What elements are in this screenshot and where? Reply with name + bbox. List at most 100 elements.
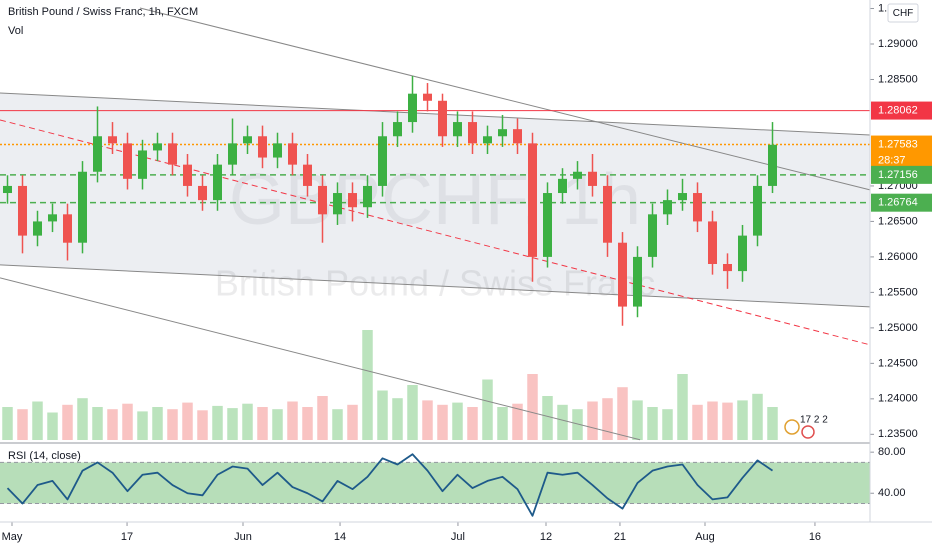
volume-bar	[2, 407, 13, 440]
volume-bar	[107, 409, 118, 440]
volume-label: Vol	[8, 25, 23, 37]
candle-body	[273, 143, 282, 158]
trendline	[0, 264, 871, 308]
volume-bar	[182, 402, 193, 440]
badge-icon	[784, 419, 800, 435]
candle-body	[213, 164, 222, 201]
price-level-label: 1.27583	[878, 138, 918, 150]
candle-body	[63, 214, 72, 243]
volume-bar	[557, 404, 568, 440]
candle-body	[603, 185, 612, 243]
volume-bar	[242, 403, 253, 440]
y-tick-label: 1.28500	[878, 73, 918, 85]
volume-bar	[362, 330, 373, 440]
y-tick-label: 1.26000	[878, 251, 918, 263]
y-tick-label: 40.00	[878, 487, 906, 499]
x-tick-label: Aug	[695, 531, 715, 543]
volume-bar	[422, 400, 433, 440]
volume-bar	[632, 400, 643, 440]
candle-body	[348, 193, 357, 208]
trendline	[0, 92, 871, 136]
volume-bar	[617, 387, 628, 440]
trendline	[139, 7, 871, 191]
volume-bar	[392, 398, 403, 440]
candle-body	[183, 164, 192, 186]
volume-bar	[17, 409, 28, 440]
price-level-label: 1.26764	[878, 197, 918, 209]
candle-body	[93, 136, 102, 172]
volume-bar	[122, 403, 133, 440]
volume-bar	[197, 410, 208, 440]
candle-body	[108, 136, 117, 144]
currency[interactable]: CHF	[893, 8, 914, 19]
volume-bar	[572, 409, 583, 440]
candle-body	[153, 143, 162, 151]
rsi-band	[0, 462, 870, 504]
x-tick-label: 17	[121, 531, 133, 543]
candle-body	[393, 122, 402, 137]
candle-body	[48, 214, 57, 222]
rsi-title: RSI (14, close)	[8, 450, 81, 462]
candle-body	[618, 242, 627, 307]
volume-bar	[62, 404, 73, 440]
rsi-line	[6, 453, 774, 517]
x-tick-label: 21	[614, 531, 626, 543]
candle-body	[438, 100, 447, 137]
countdown: 28:37	[878, 154, 906, 166]
candle-body	[648, 214, 657, 257]
candle-body	[288, 143, 297, 165]
volume-bar	[707, 401, 718, 440]
volume-bar	[152, 407, 163, 440]
currency-box[interactable]	[887, 3, 919, 23]
candle-body	[543, 193, 552, 257]
candle-body	[513, 129, 522, 144]
volume-bar	[32, 401, 43, 440]
volume-bar	[332, 409, 343, 440]
volume-bar	[647, 407, 658, 440]
candle-body	[468, 122, 477, 144]
price-level-box	[871, 135, 932, 170]
price-level-box	[871, 165, 932, 184]
x-tick-label: Jun	[234, 531, 252, 543]
price-level-box	[871, 193, 932, 212]
candle-body	[33, 221, 42, 236]
candle-body	[708, 221, 717, 264]
x-tick-label: 16	[809, 531, 821, 543]
volume-bar	[497, 407, 508, 440]
candle-body	[498, 129, 507, 137]
y-tick-label: 1.25500	[878, 286, 918, 298]
chart-title: British Pound / Swiss Franc, 1h, FXCM	[8, 6, 198, 18]
volume-bar	[167, 409, 178, 440]
candle-body	[633, 256, 642, 307]
volume-bar	[92, 407, 103, 440]
volume-bar	[512, 403, 523, 440]
candle-body	[528, 143, 537, 257]
candle-body	[753, 185, 762, 236]
x-tick-label: May	[2, 531, 23, 543]
candle-body	[318, 185, 327, 215]
y-tick-label: 80.00	[878, 446, 906, 458]
volume-bar	[602, 398, 613, 440]
candle-body	[423, 93, 432, 101]
volume-bar	[587, 401, 598, 440]
y-tick-label: 1.25000	[878, 322, 918, 334]
price-level-label: 1.28062	[878, 104, 918, 116]
candle-body	[363, 185, 372, 208]
candle-body	[18, 185, 27, 236]
candle-body	[678, 193, 687, 201]
volume-bar	[752, 393, 763, 440]
volume-bar	[347, 404, 358, 440]
volume-bar	[377, 390, 388, 440]
x-tick-label: 12	[540, 531, 552, 543]
volume-bar	[482, 379, 493, 440]
trendline	[0, 277, 641, 441]
candle-body	[258, 136, 267, 158]
candle-body	[168, 143, 177, 165]
candle-body	[303, 164, 312, 186]
volume-bar	[257, 407, 268, 440]
volume-bar	[692, 404, 703, 440]
volume-bar	[437, 404, 448, 440]
volume-bar	[77, 398, 88, 440]
price-level-label: 1.27156	[878, 169, 918, 181]
